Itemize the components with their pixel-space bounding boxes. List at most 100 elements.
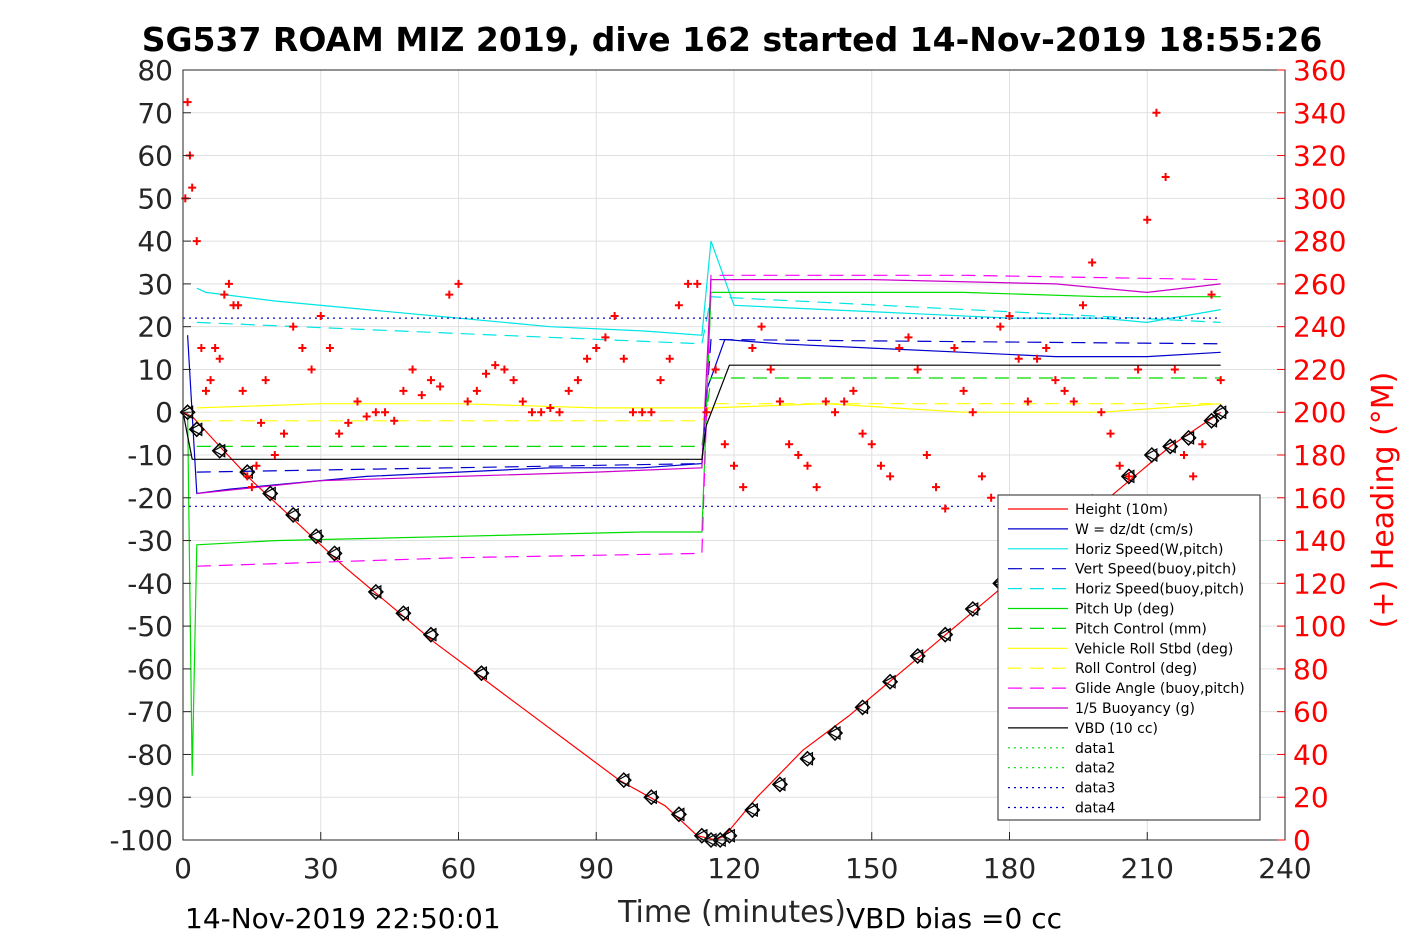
heading-point — [1134, 365, 1143, 374]
heading-point — [257, 418, 266, 427]
heading-point — [904, 333, 913, 342]
heading-point — [1115, 461, 1124, 470]
dive-marker — [643, 789, 660, 806]
heading-point — [628, 408, 637, 417]
dive-marker — [422, 626, 440, 643]
heading-point — [592, 344, 601, 353]
heading-point — [509, 376, 518, 385]
heading-point — [426, 376, 435, 385]
y-axis-right-label: (+) Heading (°M) — [1366, 372, 1401, 629]
heading-point — [1005, 311, 1014, 320]
legend-entry-label: Vehicle Roll Stbd (deg) — [1075, 641, 1233, 657]
heading-point — [996, 322, 1005, 331]
heading-point — [252, 461, 261, 470]
heading-point — [537, 408, 546, 417]
dive-marker — [308, 528, 325, 545]
legend-entry-label: W = dz/dt (cm/s) — [1075, 522, 1194, 538]
heading-point — [1097, 408, 1106, 417]
tick-label-y-left: 20 — [137, 311, 173, 344]
heading-layer — [181, 98, 1225, 513]
tick-label-y-right: 340 — [1293, 97, 1346, 130]
heading-point — [325, 344, 334, 353]
heading-point — [987, 493, 996, 502]
dive-marker-triangle — [745, 803, 758, 818]
dive-marker — [937, 626, 954, 643]
dive-marker-triangle — [189, 422, 203, 437]
heading-point — [702, 408, 711, 417]
heading-point — [693, 279, 702, 288]
heading-point — [220, 290, 229, 299]
legend-entry-label: 1/5 Buoyancy (g) — [1075, 701, 1195, 717]
heading-point — [1179, 451, 1188, 459]
tick-label-x: 60 — [441, 852, 477, 885]
tick-label-y-right: 300 — [1293, 182, 1346, 215]
legend-entry-label: Vert Speed(buoy,pitch) — [1075, 562, 1237, 578]
dive-marker-triangle — [644, 790, 657, 805]
tick-label-x: 120 — [707, 852, 760, 885]
heading-point — [206, 376, 215, 385]
dive-marker — [1212, 404, 1229, 421]
heading-point — [876, 461, 885, 470]
dive-marker — [367, 583, 384, 600]
series-line-pitch-up-deg — [187, 291, 1221, 776]
heading-point — [858, 429, 867, 438]
tick-label-y-left: 80 — [137, 54, 173, 87]
dive-marker-triangle — [396, 606, 409, 621]
dive-marker — [285, 506, 302, 523]
legend-entry-label: VBD (10 cc) — [1075, 721, 1158, 737]
tick-label-y-left: 70 — [137, 97, 173, 130]
heading-point — [968, 408, 977, 417]
chart-title: SG537 ROAM MIZ 2019, dive 162 started 14… — [142, 20, 1323, 59]
series-line-horiz-speed-buoy-pitch — [196, 296, 1221, 345]
dive-marker-triangle — [671, 807, 685, 822]
heading-point — [390, 416, 399, 425]
dive-marker-triangle — [800, 751, 814, 766]
tick-label-y-left: -30 — [127, 525, 173, 558]
tick-label-y-left: -90 — [127, 781, 173, 814]
heading-point — [280, 429, 289, 438]
dive-marker — [473, 665, 490, 682]
tick-label-y-right: 220 — [1293, 353, 1346, 386]
tick-label-y-right: 80 — [1293, 653, 1329, 686]
dive-marker — [1143, 446, 1160, 464]
dive-marker — [1203, 412, 1220, 429]
tick-label-y-right: 260 — [1293, 268, 1346, 301]
heading-point — [1060, 386, 1069, 395]
tick-label-y-right: 100 — [1293, 610, 1346, 643]
heading-point — [665, 354, 674, 363]
dive-marker-triangle — [1181, 430, 1195, 445]
heading-point — [821, 397, 830, 406]
tick-label-y-left: -10 — [127, 439, 173, 472]
dive-marker — [799, 750, 816, 767]
tick-label-y-right: 120 — [1293, 567, 1346, 600]
dive-marker-triangle — [965, 601, 979, 617]
dive-marker-triangle — [327, 546, 341, 561]
heading-point — [463, 397, 472, 406]
tick-label-y-left: 60 — [137, 140, 173, 173]
dive-marker-triangle — [285, 507, 299, 522]
tick-label-y-left: 30 — [137, 268, 173, 301]
heading-point — [932, 483, 941, 492]
heading-point — [739, 483, 748, 492]
heading-point — [977, 472, 986, 481]
heading-point — [353, 397, 362, 406]
heading-point — [840, 397, 849, 406]
heading-point — [766, 365, 775, 374]
heading-point — [518, 397, 527, 406]
legend-entry-label: Roll Control (deg) — [1075, 661, 1197, 677]
heading-point — [1189, 472, 1198, 481]
tick-label-y-left: -40 — [127, 567, 173, 600]
heading-point — [298, 344, 307, 353]
dive-marker — [188, 421, 205, 438]
heading-point — [1023, 397, 1032, 406]
heading-point — [1106, 429, 1115, 438]
tick-label-x: 0 — [174, 852, 192, 885]
heading-point — [1152, 108, 1161, 117]
heading-point — [307, 365, 316, 374]
heading-point — [573, 376, 582, 385]
heading-point — [417, 391, 426, 400]
heading-point — [674, 301, 683, 310]
heading-point — [922, 451, 931, 459]
tick-label-y-left: -80 — [127, 738, 173, 771]
dive-marker-triangle — [772, 777, 786, 792]
